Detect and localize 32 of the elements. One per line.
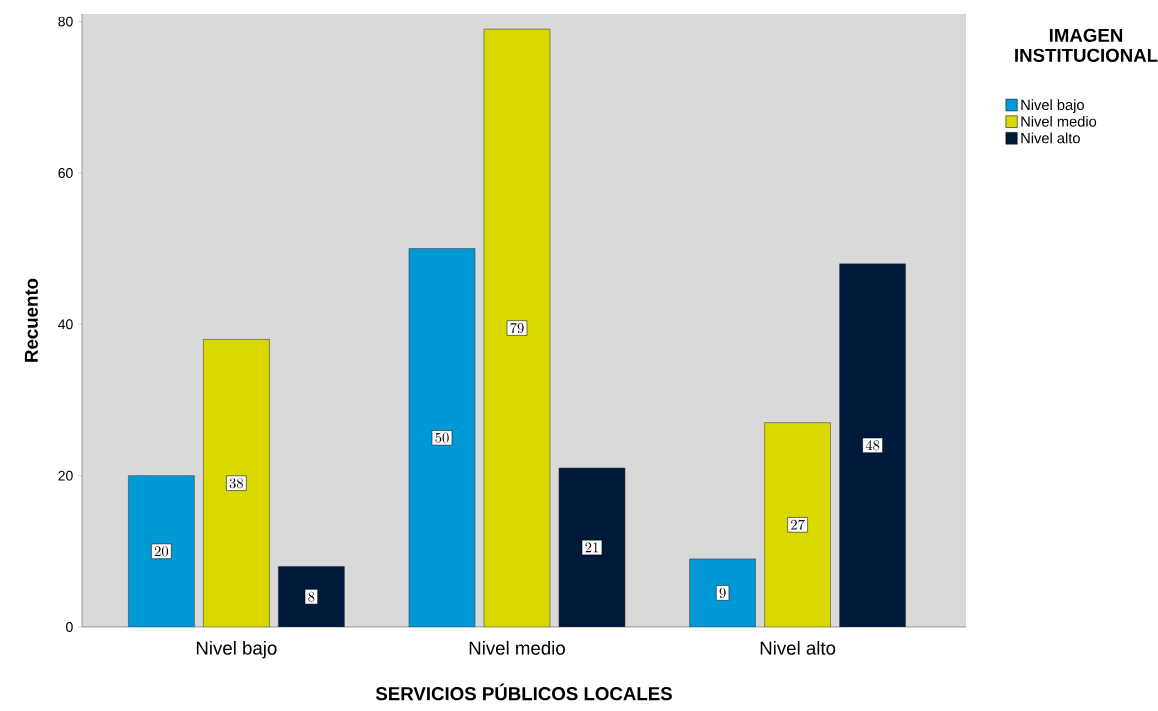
x-tick-label: Nivel bajo [196,641,277,659]
y-tick-label: 80 [58,16,73,27]
data-label: 38 [229,478,244,489]
data-label: 8 [308,591,315,602]
x-axis-title: SERVICIOS PÚBLICOS LOCALES [375,683,672,701]
bar [278,566,345,627]
bar [558,467,626,627]
data-label: 21 [585,542,599,553]
legend-title: IMAGEN INSTITUCIONAL [1015,28,1158,62]
x-tick-label: Nivel alto [760,641,836,655]
bar [483,28,551,627]
bar [764,422,831,627]
data-label: 9 [719,587,726,598]
y-tick-label: 0 [66,622,73,632]
data-label: 48 [865,440,880,451]
data-label: 27 [791,519,805,530]
data-label: 20 [154,546,169,557]
data-label: 79 [510,322,524,334]
bar [203,339,270,627]
legend-label: Nivel bajo [1021,99,1084,113]
bar [689,558,756,627]
legend-label: Nivel alto [1021,132,1080,144]
legend-label: Nivel medio [1021,115,1097,127]
bar [408,248,476,627]
y-tick-label: 20 [58,470,73,481]
y-axis-title: Recuento [24,278,38,362]
bar [839,263,906,627]
data-label: 50 [435,432,449,443]
bar [128,475,195,627]
x-tick-label: Nivel medio [469,641,565,655]
y-tick-label: 60 [58,167,73,178]
y-tick-label: 40 [58,319,73,330]
